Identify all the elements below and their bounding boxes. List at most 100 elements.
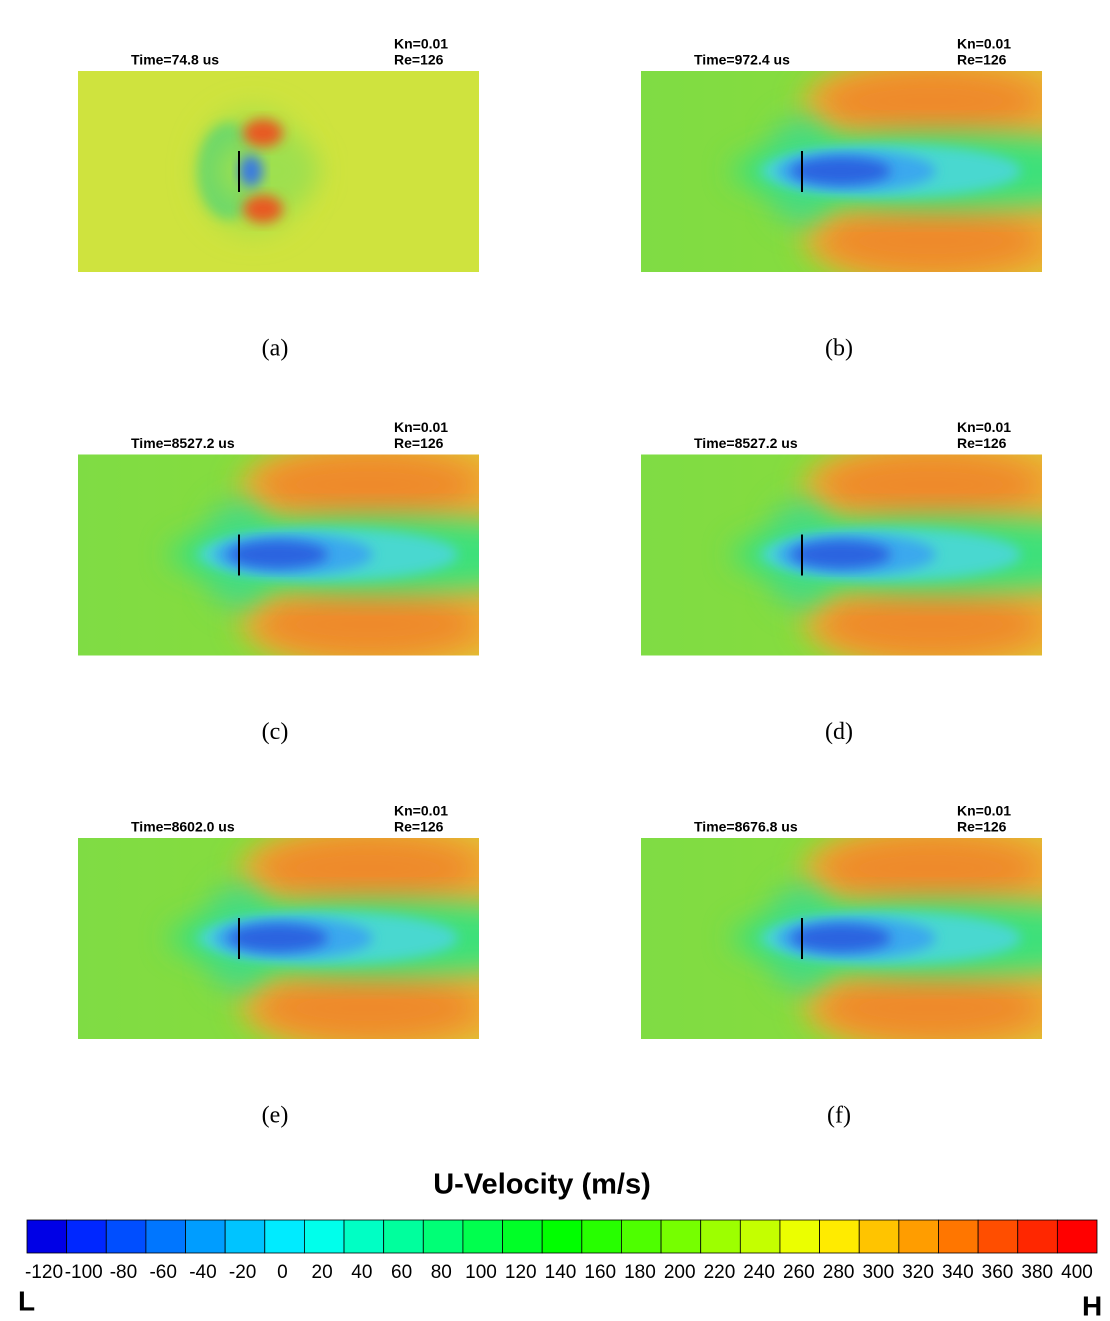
colorbar-segment [859,1220,899,1253]
colorbar-tick-label: 220 [704,1262,736,1283]
contour-plot [78,823,588,1053]
colorbar-segment [661,1220,701,1253]
colorbar-segment [938,1220,978,1253]
contour-region [821,209,1041,273]
re-label: Re=126 [394,819,444,835]
contour-plot [641,56,1110,286]
colorbar-tick-label: 300 [862,1262,894,1283]
colorbar-segment [344,1220,384,1253]
colorbar-segment [304,1220,344,1253]
colorbar-segment [780,1220,820,1253]
panel-caption: (e) [262,1103,289,1129]
colorbar-tick-label: -40 [189,1262,216,1283]
colorbar-tick-label: -20 [229,1262,256,1283]
time-label: Time=8527.2 us [694,435,798,451]
contour-region [821,836,1041,900]
colorbar-tick-label: 80 [431,1262,452,1283]
colorbar-tick-label: 100 [465,1262,497,1283]
colorbar-tick-label: 240 [743,1262,775,1283]
time-label: Time=8527.2 us [131,435,235,451]
contour-region [239,155,263,187]
colorbar-tick-label: -80 [110,1262,137,1283]
colorbar-segment [1057,1220,1097,1253]
time-label: Time=74.8 us [131,52,219,68]
contour-region [821,69,1041,133]
colorbar-tick-label: -120 [25,1262,63,1283]
colorbar-low: L [18,1285,35,1316]
contour-plot [641,440,1110,670]
re-label: Re=126 [394,435,444,451]
contour-region [821,593,1041,657]
contour-region [791,541,891,569]
colorbar-segment [621,1220,661,1253]
contour-region [258,453,478,517]
re-label: Re=126 [957,819,1007,835]
colorbar-tick-label: 0 [277,1262,288,1283]
panel-caption: (b) [825,336,853,362]
contour-plot [78,440,588,670]
colorbar-tick-label: -60 [149,1262,176,1283]
contour-plot [641,823,1110,1053]
figure: U-Velocity (m/s) L H Time=74.8 us Kn=0.01… [0,0,1110,1321]
kn-label: Kn=0.01 [394,419,448,435]
kn-label: Kn=0.01 [957,803,1011,819]
colorbar-tick-label: 120 [505,1262,537,1283]
colorbar-title: U-Velocity (m/s) [433,1169,651,1201]
kn-label: Kn=0.01 [957,36,1011,52]
panel-caption: (c) [262,719,289,745]
contour-region [258,836,478,900]
colorbar-tick-label: 200 [664,1262,696,1283]
colorbar-segment [820,1220,860,1253]
time-label: Time=8676.8 us [694,819,798,835]
re-label: Re=126 [957,52,1007,68]
colorbar-segment [67,1220,107,1253]
colorbar-tick-label: 340 [942,1262,974,1283]
time-label: Time=8602.0 us [131,819,235,835]
contour-region [258,593,478,657]
colorbar-segment [899,1220,939,1253]
colorbar-tick-label: 280 [823,1262,855,1283]
contour-region [258,976,478,1040]
colorbar-tick-label: -100 [65,1262,103,1283]
panel-caption: (f) [827,1103,851,1129]
colorbar-tick-label: 180 [624,1262,656,1283]
colorbar-segment [27,1220,67,1253]
colorbar-segment [542,1220,582,1253]
colorbar-segment [740,1220,780,1253]
contour-region [228,541,328,569]
colorbar-tick-label: 380 [1021,1262,1053,1283]
contour-region [243,195,283,223]
re-label: Re=126 [394,52,444,68]
colorbar-tick-label: 20 [312,1262,333,1283]
re-label: Re=126 [957,435,1007,451]
time-label: Time=972.4 us [694,52,790,68]
colorbar-segment [582,1220,622,1253]
contour-region [228,924,328,952]
panel-caption: (d) [825,719,853,745]
colorbar-tick-label: 320 [902,1262,934,1283]
contour-region [243,119,283,147]
colorbar-tick-label: 140 [545,1262,577,1283]
colorbar-high: H [1082,1290,1102,1321]
contour-region [791,924,891,952]
kn-label: Kn=0.01 [957,419,1011,435]
colorbar-segment [423,1220,463,1253]
colorbar-segment [106,1220,146,1253]
contour-region [791,157,891,185]
colorbar-segment [265,1220,305,1253]
colorbar-segment [186,1220,226,1253]
panel-caption: (a) [262,336,289,362]
colorbar-segment [1018,1220,1058,1253]
colorbar-segment [463,1220,503,1253]
contour-plot [78,71,479,272]
kn-label: Kn=0.01 [394,36,448,52]
contour-region [821,453,1041,517]
colorbar-segment [384,1220,424,1253]
colorbar-tick-label: 40 [351,1262,372,1283]
colorbar-segment [146,1220,186,1253]
colorbar-segment [225,1220,265,1253]
contour-region [218,139,318,203]
colorbar-segment [701,1220,741,1253]
colorbar-tick-label: 160 [584,1262,616,1283]
contour-region [821,976,1041,1040]
